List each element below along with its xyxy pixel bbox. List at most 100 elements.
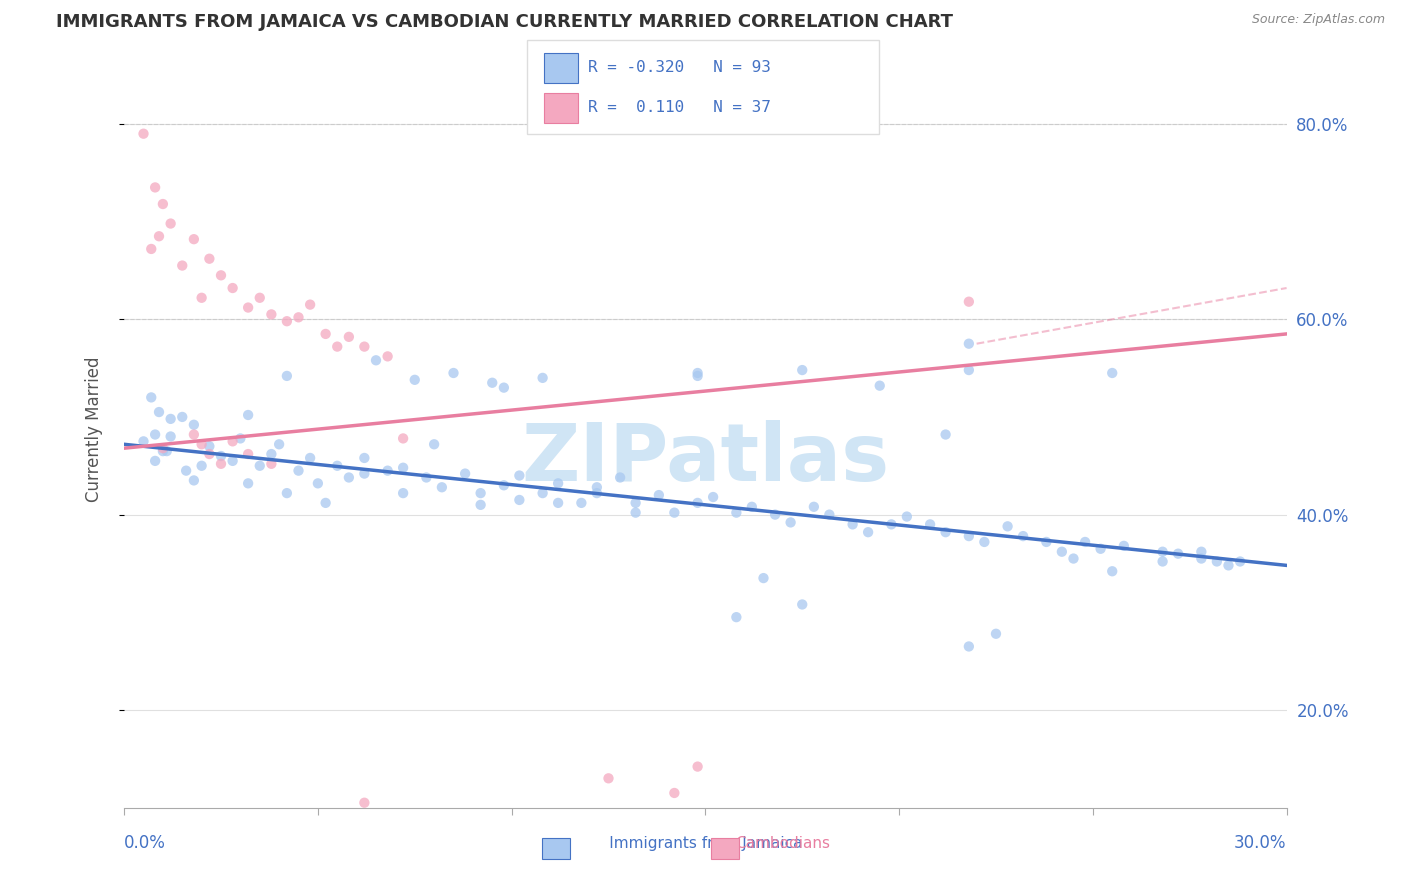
- Text: Immigrants from Jamaica: Immigrants from Jamaica: [581, 836, 803, 851]
- Point: [236, 301, 259, 315]
- Point: [392, 460, 415, 475]
- Text: Cambodians: Cambodians: [735, 836, 830, 851]
- Point: [1218, 558, 1240, 573]
- Point: [172, 409, 194, 424]
- Point: [686, 759, 709, 773]
- Point: [443, 366, 465, 380]
- Text: ZIPatlas: ZIPatlas: [522, 420, 890, 499]
- Point: [299, 450, 322, 465]
- Text: IMMIGRANTS FROM JAMAICA VS CAMBODIAN CURRENTLY MARRIED CORRELATION CHART: IMMIGRANTS FROM JAMAICA VS CAMBODIAN CUR…: [56, 13, 953, 31]
- Point: [132, 127, 155, 141]
- Point: [725, 610, 748, 624]
- Point: [624, 496, 647, 510]
- Point: [997, 519, 1019, 533]
- Point: [287, 310, 309, 325]
- Point: [183, 427, 205, 442]
- Point: [1012, 529, 1035, 543]
- Point: [508, 468, 530, 483]
- Point: [152, 444, 174, 458]
- Point: [869, 378, 891, 392]
- Point: [353, 450, 375, 465]
- Point: [957, 294, 980, 309]
- Point: [260, 307, 283, 321]
- Point: [392, 432, 415, 446]
- Point: [1062, 551, 1084, 566]
- Point: [957, 363, 980, 377]
- Point: [148, 229, 170, 244]
- Y-axis label: Currently Married: Currently Married: [86, 357, 103, 502]
- Point: [236, 447, 259, 461]
- Point: [547, 496, 569, 510]
- Point: [249, 291, 271, 305]
- Point: [183, 232, 205, 246]
- Point: [803, 500, 825, 514]
- Point: [260, 447, 283, 461]
- Point: [423, 437, 446, 451]
- Point: [221, 434, 243, 449]
- Point: [1101, 366, 1123, 380]
- Point: [276, 486, 298, 500]
- Point: [209, 268, 232, 283]
- Point: [741, 500, 763, 514]
- Point: [315, 326, 337, 341]
- Point: [152, 197, 174, 211]
- Point: [249, 458, 271, 473]
- Point: [470, 498, 492, 512]
- Point: [404, 373, 426, 387]
- Point: [896, 509, 918, 524]
- Point: [725, 506, 748, 520]
- Point: [190, 437, 212, 451]
- Point: [276, 314, 298, 328]
- Point: [531, 371, 554, 385]
- Point: [229, 432, 252, 446]
- Point: [779, 516, 801, 530]
- Point: [818, 508, 841, 522]
- Point: [792, 598, 814, 612]
- Point: [377, 350, 399, 364]
- Point: [1101, 564, 1123, 578]
- Point: [454, 467, 477, 481]
- Text: 30.0%: 30.0%: [1234, 834, 1286, 852]
- Point: [624, 506, 647, 520]
- Point: [648, 488, 671, 502]
- Point: [353, 467, 375, 481]
- Point: [307, 476, 329, 491]
- Point: [353, 796, 375, 810]
- Point: [392, 486, 415, 500]
- Point: [132, 434, 155, 449]
- Point: [221, 454, 243, 468]
- Point: [702, 490, 724, 504]
- Point: [586, 480, 609, 494]
- Point: [1167, 547, 1189, 561]
- Point: [664, 506, 686, 520]
- Point: [353, 340, 375, 354]
- Point: [209, 449, 232, 463]
- Text: R =  0.110   N = 37: R = 0.110 N = 37: [588, 101, 770, 115]
- Point: [763, 508, 786, 522]
- Point: [299, 298, 322, 312]
- Point: [1205, 554, 1227, 568]
- Point: [935, 525, 957, 540]
- Point: [315, 496, 337, 510]
- Point: [792, 363, 814, 377]
- Point: [430, 480, 453, 494]
- Point: [586, 486, 609, 500]
- Point: [141, 242, 163, 256]
- Point: [957, 529, 980, 543]
- Point: [143, 427, 166, 442]
- Point: [143, 454, 166, 468]
- Point: [236, 408, 259, 422]
- Point: [143, 180, 166, 194]
- Point: [920, 517, 942, 532]
- Point: [1152, 554, 1174, 568]
- Point: [598, 772, 620, 786]
- Point: [841, 517, 863, 532]
- Point: [198, 439, 221, 453]
- Point: [547, 476, 569, 491]
- Point: [183, 417, 205, 432]
- Point: [1152, 545, 1174, 559]
- Point: [287, 464, 309, 478]
- Point: [508, 492, 530, 507]
- Point: [531, 486, 554, 500]
- Text: 0.0%: 0.0%: [124, 834, 166, 852]
